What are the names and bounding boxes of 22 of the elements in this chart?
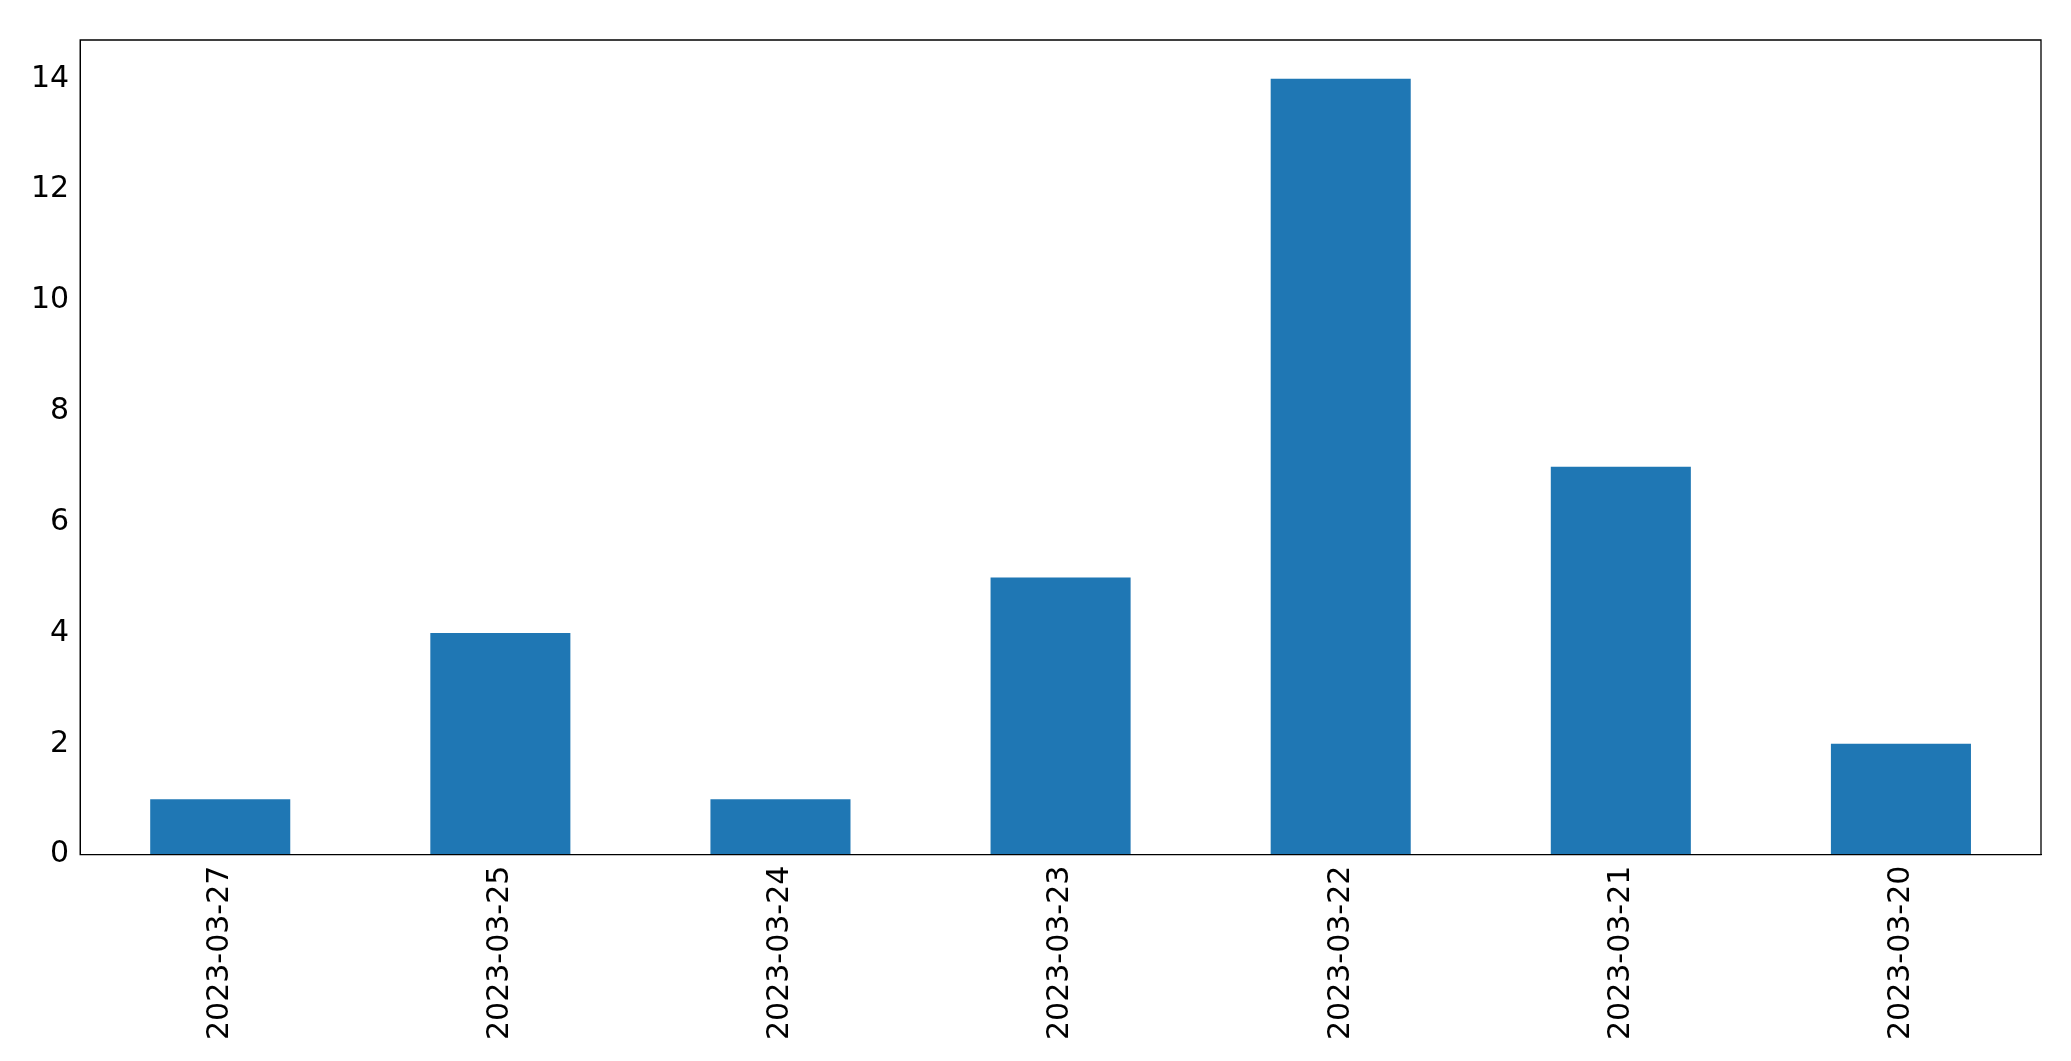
bar: [430, 632, 571, 855]
y-tick-label: 8: [50, 391, 70, 427]
bar: [1270, 78, 1411, 855]
x-tick-label: 2023-03-21: [1600, 865, 1636, 1041]
bar: [1550, 466, 1691, 855]
y-tick-label: 6: [50, 501, 70, 537]
x-tick-label: 2023-03-27: [200, 865, 236, 1041]
y-tick-label: 12: [30, 169, 70, 205]
y-tick-label: 2: [50, 723, 70, 759]
x-tick-label: 2023-03-22: [1320, 865, 1356, 1041]
bar: [150, 799, 291, 855]
y-tick-label: 10: [30, 280, 70, 316]
x-tick-label: 2023-03-25: [480, 865, 516, 1041]
x-tick-label: 2023-03-20: [1880, 865, 1916, 1041]
y-tick-label: 14: [30, 58, 70, 94]
bar: [1830, 743, 1971, 855]
y-tick-label: 4: [50, 612, 70, 648]
x-tick-label: 2023-03-24: [760, 865, 796, 1041]
x-tick-label: 2023-03-23: [1040, 865, 1076, 1041]
y-tick-label: 0: [50, 834, 70, 870]
bar: [990, 577, 1131, 855]
bar: [710, 799, 851, 855]
